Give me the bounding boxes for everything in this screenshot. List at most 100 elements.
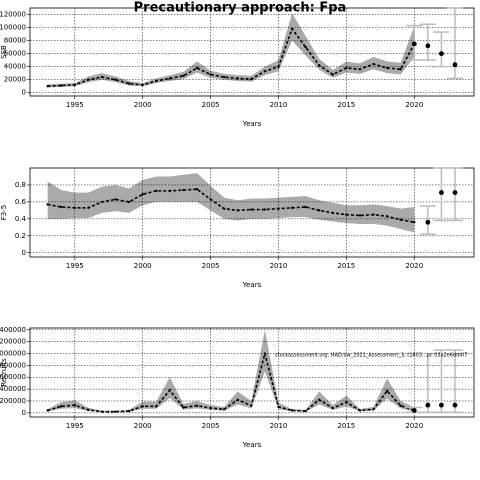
x-tick-label: 2020 (405, 101, 423, 109)
x-tick-label: 2000 (134, 422, 152, 430)
median-point (141, 83, 144, 87)
median-point (277, 207, 280, 210)
median-point (236, 77, 239, 80)
y-axis-label: Recruits (0, 358, 8, 387)
median-point (182, 406, 185, 409)
median-point (87, 408, 90, 412)
confidence-band (47, 13, 415, 88)
confidence-band (47, 329, 415, 413)
median-point (358, 409, 362, 412)
x-tick-label: 2015 (337, 422, 355, 430)
x-tick-label: 2015 (337, 101, 355, 109)
median-point (141, 405, 144, 408)
median-point (195, 66, 199, 70)
median-point (250, 208, 253, 211)
x-tick-label: 2000 (134, 262, 152, 270)
median-point (413, 221, 416, 224)
median-point (290, 27, 294, 31)
median-line (47, 188, 415, 224)
forecast-point (425, 43, 431, 49)
median-point (195, 404, 199, 407)
median-point (331, 73, 334, 76)
y-tick-label: 1200000 (0, 338, 26, 346)
median-point (250, 404, 253, 407)
median-point (100, 200, 104, 204)
median-point (277, 405, 280, 409)
median-point (290, 206, 294, 210)
median-point (60, 205, 63, 209)
y-tick-label: 40000 (4, 63, 26, 71)
median-point (209, 73, 212, 76)
x-tick-label: 1995 (66, 422, 84, 430)
median-point (168, 189, 172, 193)
forecast-point (439, 190, 444, 195)
median-point (385, 389, 389, 393)
median-point (127, 409, 131, 413)
y-tick-label: 20000 (4, 76, 26, 84)
y-tick-label: 120000 (0, 11, 26, 19)
forecast-point (411, 41, 417, 47)
y-tick-label: 800000 (0, 361, 26, 369)
median-point (182, 188, 185, 192)
x-tick-label: 2020 (405, 422, 423, 430)
median-point (385, 215, 389, 218)
median-point (168, 77, 172, 80)
forecast-point (452, 190, 458, 195)
median-point (114, 78, 117, 81)
y-tick-label: 400000 (0, 385, 26, 393)
median-point (46, 203, 49, 206)
y-tick-label: 0.8 (15, 181, 26, 189)
y-tick-label: 0.2 (15, 232, 26, 240)
median-point (114, 198, 117, 201)
median-point (209, 406, 212, 410)
x-tick-label: 2005 (202, 101, 220, 109)
y-tick-label: 60000 (4, 50, 26, 58)
median-point (318, 209, 321, 212)
median-point (290, 409, 294, 412)
median-point (182, 74, 185, 77)
median-point (318, 64, 321, 67)
y-tick-label: 100000 (0, 24, 26, 32)
y-tick-label: 1000000 (0, 350, 26, 358)
x-tick-label: 2020 (405, 262, 423, 270)
y-tick-label: 600000 (0, 373, 26, 381)
confidence-band (47, 173, 415, 233)
annotation: stockassessment.org, HAD.bw_2021_Assessm… (275, 353, 468, 359)
median-point (60, 84, 63, 87)
median-point (127, 200, 131, 204)
x-tick-label: 1995 (66, 101, 84, 109)
median-point (100, 75, 104, 79)
median-point (263, 352, 267, 355)
median-point (168, 389, 172, 392)
median-point (60, 405, 63, 408)
median-line (47, 27, 415, 88)
median-point (331, 406, 334, 410)
x-axis-label: Years (242, 281, 262, 289)
x-tick-label: 1995 (66, 262, 84, 270)
median-point (46, 409, 49, 412)
x-tick-label: 2010 (270, 262, 288, 270)
plot-frame (29, 167, 475, 258)
median-point (263, 208, 267, 211)
median-point (141, 193, 144, 196)
median-point (304, 409, 307, 413)
y-tick-label: 200000 (0, 397, 26, 405)
median-point (304, 45, 307, 49)
y-tick-label: 0.4 (15, 215, 27, 223)
median-point (100, 410, 104, 413)
median-point (345, 213, 348, 216)
median-point (372, 408, 375, 411)
median-point (155, 79, 158, 83)
median-point (222, 408, 226, 411)
forecast-point (425, 219, 431, 225)
x-tick-label: 2005 (202, 262, 220, 270)
median-point (209, 198, 212, 201)
median-point (236, 398, 239, 401)
plot-frame (29, 7, 475, 97)
median-point (304, 205, 307, 209)
forecast-point (452, 62, 458, 68)
x-tick-label: 2010 (270, 422, 288, 430)
y-axis-label: SSB (0, 45, 8, 59)
median-point (318, 398, 321, 401)
